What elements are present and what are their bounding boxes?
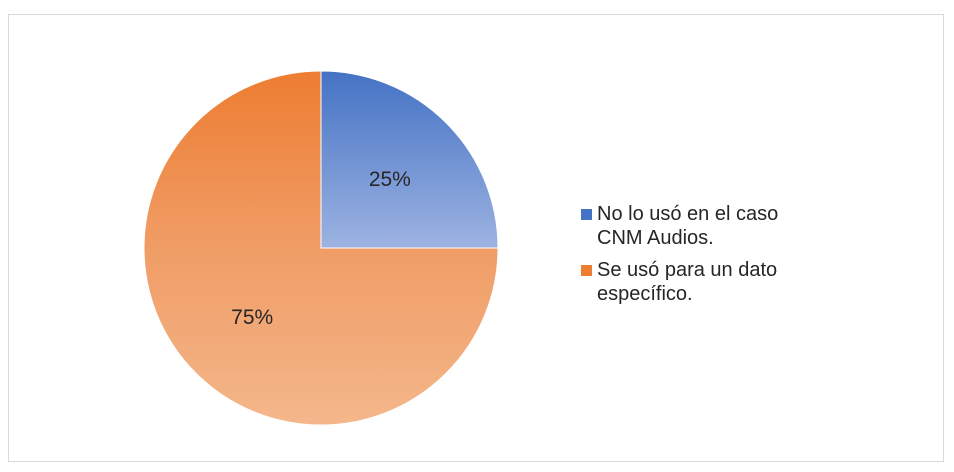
- legend-item: No lo usó en el caso CNM Audios.: [579, 202, 859, 250]
- pie-slice-orange: [143, 70, 499, 426]
- legend-label-line1: Se usó para un dato: [597, 259, 778, 281]
- data-label: 25%: [369, 168, 411, 191]
- legend-swatch-blue: [581, 209, 592, 220]
- data-label: 75%: [231, 306, 273, 329]
- legend-swatch-orange: [581, 265, 592, 276]
- legend-label-line2: CNM Audios.: [597, 227, 714, 249]
- legend: No lo usó en el caso CNM Audios. Se usó …: [579, 202, 859, 314]
- legend-item: Se usó para un dato específico.: [579, 258, 859, 306]
- legend-label-line2: específico.: [597, 283, 693, 305]
- pie-slice-blue: [320, 70, 499, 249]
- legend-label-line1: No lo usó en el caso: [597, 203, 779, 225]
